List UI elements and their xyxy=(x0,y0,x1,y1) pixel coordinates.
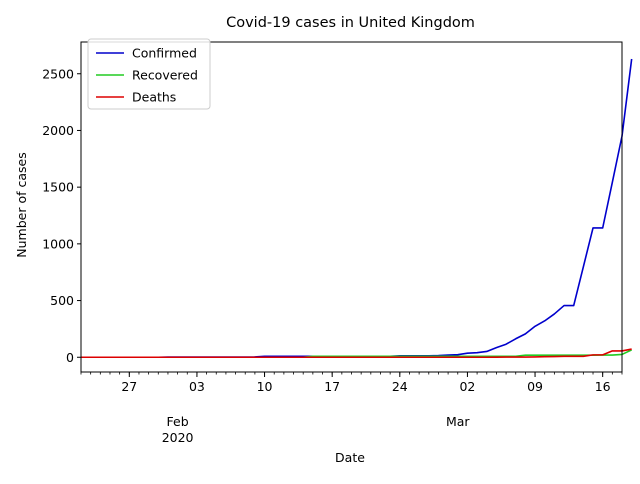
legend: Confirmed Recovered Deaths xyxy=(87,38,211,110)
plot-frame xyxy=(80,41,623,373)
y-tick-label: 2000 xyxy=(42,123,74,138)
legend-label-recovered: Recovered xyxy=(132,68,198,83)
legend-label-confirmed: Confirmed xyxy=(132,46,197,61)
x-axis-label: Date xyxy=(335,450,365,465)
x-tick-label: 27 xyxy=(121,379,137,394)
x-tick-label: 24 xyxy=(392,379,408,394)
y-tick-label: 2500 xyxy=(42,66,74,81)
y-tick-label: 1000 xyxy=(42,236,74,251)
x-tick-label: 02 xyxy=(459,379,475,394)
x-month-label: Feb xyxy=(167,414,189,429)
chart-title: Covid-19 cases in United Kingdom xyxy=(226,15,475,31)
series-line-deaths xyxy=(81,348,632,359)
y-axis-ticks: 0 500 1000 1500 2000 2500 xyxy=(42,66,81,365)
x-tick-label: 09 xyxy=(527,379,543,394)
x-tick-label: 03 xyxy=(189,379,205,394)
x-tick-label: 17 xyxy=(324,379,340,394)
legend-label-deaths: Deaths xyxy=(132,90,176,105)
y-axis-label: Number of cases xyxy=(14,152,29,257)
x-tick-label: 10 xyxy=(257,379,273,394)
legend-box xyxy=(87,38,211,110)
y-tick-label: 500 xyxy=(50,293,74,308)
x-tick-label: 16 xyxy=(595,379,611,394)
y-tick-label: 1500 xyxy=(42,180,74,195)
x-month-label: Mar xyxy=(446,414,470,429)
y-tick-label: 0 xyxy=(66,350,74,365)
x-year-label: 2020 xyxy=(162,430,194,445)
series-lines xyxy=(81,58,633,359)
